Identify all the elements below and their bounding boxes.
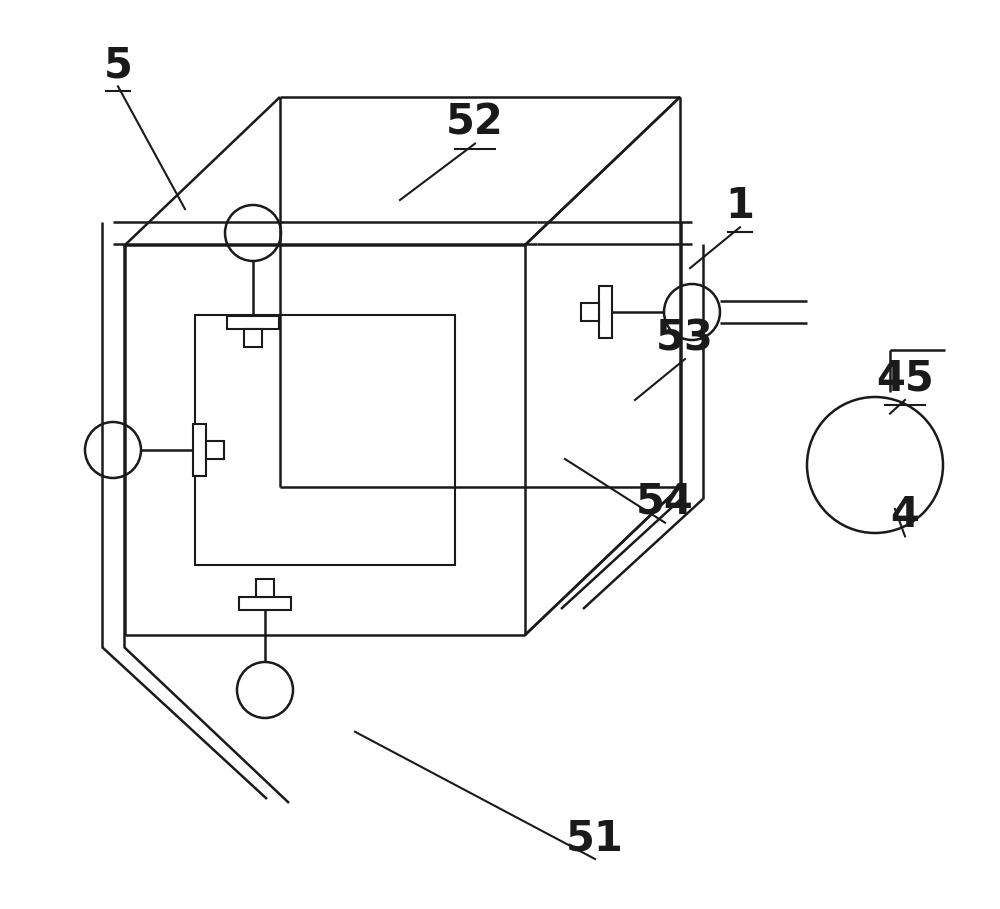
Bar	[206, 441, 224, 459]
Bar	[599, 286, 612, 338]
Circle shape	[85, 422, 141, 478]
Circle shape	[237, 662, 293, 718]
Bar	[581, 303, 599, 321]
Text: 1: 1	[726, 185, 755, 227]
Bar	[227, 316, 279, 329]
Text: 5: 5	[104, 45, 132, 86]
Bar	[195, 315, 455, 565]
Bar	[239, 597, 291, 610]
Text: 53: 53	[656, 317, 714, 359]
Bar	[256, 579, 274, 597]
Text: 54: 54	[636, 481, 694, 523]
Bar	[244, 329, 262, 347]
Circle shape	[807, 397, 943, 533]
Text: 51: 51	[566, 817, 624, 859]
Circle shape	[664, 284, 720, 340]
Text: 52: 52	[446, 102, 504, 144]
Text: 4: 4	[891, 494, 919, 536]
Circle shape	[225, 205, 281, 261]
Bar	[193, 424, 206, 476]
Text: 45: 45	[876, 358, 934, 400]
